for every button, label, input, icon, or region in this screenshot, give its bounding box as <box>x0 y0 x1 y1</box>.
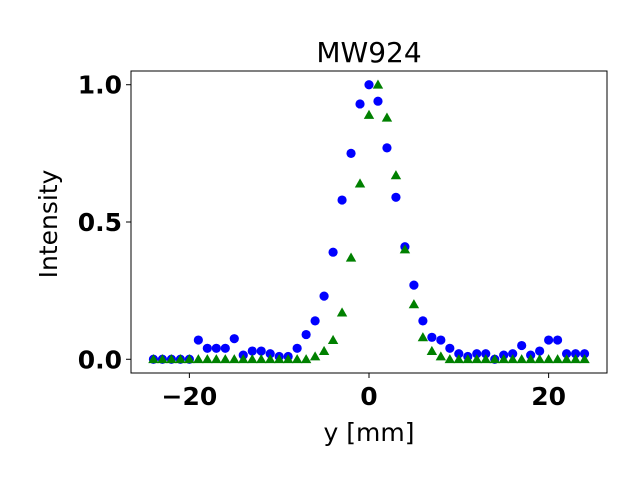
data-point <box>310 316 320 326</box>
x-tick-label: 0 <box>360 382 377 411</box>
data-point <box>355 99 365 109</box>
data-point <box>193 354 204 364</box>
data-point <box>507 354 518 364</box>
data-point <box>166 354 177 364</box>
data-point <box>391 192 401 202</box>
data-point <box>148 354 159 364</box>
data-point <box>337 195 347 205</box>
x-tick-label: −20 <box>162 382 218 411</box>
data-point <box>579 349 590 359</box>
data-point <box>157 354 168 364</box>
data-point <box>229 354 240 364</box>
data-point <box>436 335 446 345</box>
data-point <box>292 343 302 353</box>
data-point <box>256 354 267 364</box>
data-point <box>390 170 402 180</box>
data-point <box>318 345 330 355</box>
chart-title: MW924 <box>316 36 421 69</box>
data-point <box>535 346 545 356</box>
data-point <box>364 80 374 90</box>
data-point <box>309 351 321 361</box>
data-point <box>282 354 294 364</box>
data-point <box>211 354 222 364</box>
axis-ticks: −20 0 20 0.0 0.5 1.0 <box>78 71 566 411</box>
data-point <box>291 354 303 364</box>
data-point <box>454 349 464 359</box>
data-point <box>229 334 239 344</box>
data-point <box>553 335 563 345</box>
data-point <box>525 354 536 364</box>
data-point <box>508 349 518 359</box>
data-point <box>381 112 393 122</box>
data-point <box>265 354 276 364</box>
x-tick-label: 20 <box>531 382 566 411</box>
data-point <box>202 354 213 364</box>
series-green-triangles <box>148 79 590 364</box>
data-point <box>300 354 312 364</box>
data-point <box>336 307 348 317</box>
data-point <box>409 280 419 290</box>
data-point <box>481 349 491 359</box>
data-point <box>498 354 509 364</box>
data-point <box>399 244 411 254</box>
data-point <box>427 332 437 342</box>
plot-area <box>148 79 590 364</box>
data-point <box>193 335 203 345</box>
data-point <box>417 332 429 342</box>
y-tick-label: 1.0 <box>78 71 122 100</box>
y-tick-label: 0.0 <box>78 345 122 374</box>
data-point <box>516 354 527 364</box>
data-point <box>426 345 438 355</box>
data-point <box>346 148 356 158</box>
data-point <box>328 247 338 257</box>
data-point <box>382 143 392 153</box>
data-point <box>273 354 285 364</box>
data-point <box>301 329 311 340</box>
data-point <box>373 96 383 106</box>
data-point <box>570 349 581 359</box>
data-point <box>175 354 186 364</box>
data-point <box>220 343 230 353</box>
data-point <box>256 346 266 356</box>
data-point <box>184 354 195 364</box>
data-point <box>372 79 384 89</box>
data-point <box>247 354 258 364</box>
series-blue-circles <box>148 80 590 364</box>
data-point <box>517 340 527 351</box>
data-point <box>543 354 554 364</box>
data-point <box>544 335 554 345</box>
data-point <box>265 349 275 359</box>
data-point <box>354 178 366 188</box>
y-tick-label: 0.5 <box>78 208 122 237</box>
data-point <box>202 343 212 353</box>
data-point <box>418 316 428 326</box>
data-point <box>534 354 545 364</box>
data-point <box>453 354 465 364</box>
data-point <box>345 252 357 262</box>
data-point <box>552 354 563 364</box>
data-point <box>480 354 491 364</box>
data-point <box>561 349 572 359</box>
data-point <box>579 354 590 364</box>
data-point <box>570 354 581 364</box>
data-point <box>408 299 420 309</box>
data-point <box>435 351 447 361</box>
data-point <box>444 354 456 364</box>
data-point <box>445 343 455 353</box>
data-point <box>327 334 339 344</box>
data-point <box>472 349 482 359</box>
y-axis-label: Intensity <box>34 169 63 278</box>
data-point <box>238 354 249 364</box>
data-point <box>561 354 572 364</box>
data-point <box>471 354 482 364</box>
data-point <box>220 354 231 364</box>
data-point <box>489 354 500 364</box>
data-point <box>319 291 329 301</box>
data-point <box>247 346 257 356</box>
data-point <box>211 343 221 353</box>
data-point <box>363 109 375 119</box>
x-axis-label: y [mm] <box>324 418 415 447</box>
data-point <box>462 354 473 364</box>
